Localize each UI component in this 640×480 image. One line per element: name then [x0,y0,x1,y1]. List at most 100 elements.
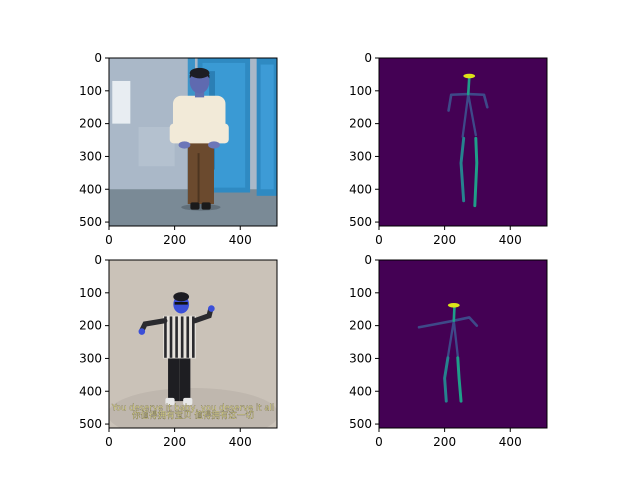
axes-frame [108,57,278,227]
pose-torso-left [446,319,455,358]
x-tick-label: 200 [163,435,186,449]
right-leg [179,355,191,402]
pose-left-leg [443,356,450,403]
left-hand [178,141,191,149]
x-tick-label: 0 [375,233,383,247]
y-tick-label: 500 [79,417,102,431]
shirt-stripe [175,316,178,358]
pose-image [379,58,547,226]
pose-right-leg [456,356,463,403]
sunglasses [174,302,188,305]
y-tick-label: 100 [79,84,102,98]
y-tick-label: 200 [79,319,102,333]
sweater [172,95,226,144]
y-tick-label: 200 [349,319,372,333]
photo-image [109,58,277,226]
left-shoe [190,202,200,210]
hair [173,292,190,302]
subplot-4: 0 200 400 0 100 200 300 400 500 [349,253,548,449]
pose-right-arm [452,316,479,327]
pose-neck [466,76,471,96]
pose-image [379,260,547,428]
pants-gap [197,153,200,203]
shirt-stripe [192,316,195,358]
x-tick-label: 200 [433,435,456,449]
y-tick-label: 0 [94,253,102,267]
y-tick-label: 100 [349,84,372,98]
y-tick-label: 400 [79,182,102,196]
subtitle-line: 你值得拥有宝贝 值得拥有这一切 [132,410,254,421]
x-tick-label: 400 [229,233,252,247]
shirt-base [163,315,196,359]
door-right-panel [260,64,274,190]
right-hand [208,141,220,149]
pose-torso-right [452,319,459,357]
y-tick-label: 300 [79,149,102,163]
x-tick-label: 400 [499,435,522,449]
shirt-stripe [186,316,190,358]
y-tick-label: 0 [94,51,102,65]
x-tick-label: 0 [105,435,113,449]
pose-left-leg [459,136,466,203]
shadow [181,204,221,211]
shirt-stripe [164,316,167,358]
y-tick-label: 300 [349,351,372,365]
subplot-1: 0 200 400 0 100 200 300 400 500 [79,51,278,247]
y-tick-label: 300 [349,149,372,163]
pose-right-leg [473,136,479,208]
neck [194,90,205,98]
pose-torso-right [467,92,477,137]
y-tick-label: 0 [364,253,372,267]
right-hand [208,305,215,312]
pose-right-arm [466,92,489,109]
hair-top [189,67,210,79]
pants [187,140,214,205]
floor-shadow [109,387,277,428]
axes-frame [378,57,548,227]
axes-frame [378,259,548,429]
axes-frame [108,259,278,429]
y-tick-label: 400 [79,384,102,398]
right-sleeve [215,123,229,144]
y-tick-label: 100 [79,286,102,300]
left-hand [138,328,146,335]
left-sleeve [169,123,183,144]
left-sneaker [165,397,175,406]
shirt-stripe [180,316,184,358]
y-tick-label: 300 [79,351,102,365]
x-tick-label: 400 [229,435,252,449]
subplot-2: 0 200 400 0 100 200 300 400 500 [349,51,548,247]
pose-head [447,302,460,308]
x-tick-label: 0 [105,233,113,247]
pose-torso-left [461,92,470,138]
y-tick-label: 400 [349,182,372,196]
y-tick-label: 400 [349,384,372,398]
left-leg [168,355,180,402]
pose-neck [452,305,456,323]
y-tick-label: 100 [349,286,372,300]
subplot-3: You deserve it baby, you deserve it all你… [79,253,278,449]
y-tick-label: 500 [79,215,102,229]
wall-poster [112,80,131,124]
pose-left-arm [447,92,470,112]
striped-shirt [163,315,196,359]
wall-shade [138,126,175,167]
right-shoe [201,202,211,210]
photo-image: You deserve it baby, you deserve it all你… [109,260,277,428]
y-tick-label: 500 [349,215,372,229]
pose-head [463,73,476,79]
shirt-stripe [169,316,173,358]
y-tick-label: 200 [79,117,102,131]
x-tick-label: 0 [375,435,383,449]
x-tick-label: 200 [163,233,186,247]
left-arm [139,318,168,334]
y-tick-label: 500 [349,417,372,431]
right-sneaker [183,397,193,406]
x-tick-label: 200 [433,233,456,247]
x-tick-label: 400 [499,233,522,247]
y-tick-label: 0 [364,51,372,65]
pose-background [379,260,547,428]
pose-left-arm [417,319,456,329]
